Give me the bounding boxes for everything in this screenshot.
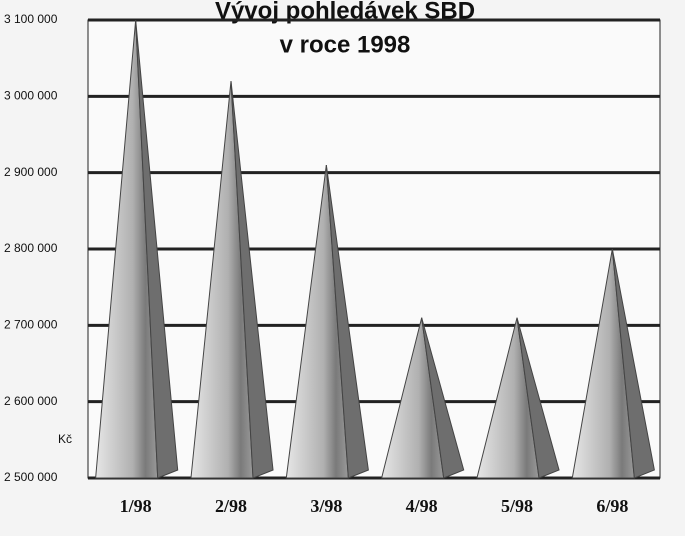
- x-tick-label: 2/98: [215, 496, 247, 516]
- y-tick-label: 2 500 000: [4, 470, 58, 484]
- y-tick-label: 3 100 000: [4, 12, 58, 26]
- y-tick-label: 2 800 000: [4, 241, 58, 255]
- x-tick-label: 1/98: [120, 496, 152, 516]
- x-tick-label: 5/98: [501, 496, 533, 516]
- chart: Vývoj pohledávek SBD v roce 1998 Kč 2 50…: [0, 0, 685, 536]
- y-axis-label: Kč: [58, 432, 72, 446]
- x-tick-label: 4/98: [406, 496, 438, 516]
- y-tick-label: 2 900 000: [4, 165, 58, 179]
- y-tick-label: 2 600 000: [4, 394, 58, 408]
- chart-title: v roce 1998: [280, 31, 411, 58]
- y-tick-label: 2 700 000: [4, 318, 58, 332]
- x-tick-label: 3/98: [310, 496, 342, 516]
- y-tick-label: 3 000 000: [4, 89, 58, 103]
- x-tick-label: 6/98: [596, 496, 628, 516]
